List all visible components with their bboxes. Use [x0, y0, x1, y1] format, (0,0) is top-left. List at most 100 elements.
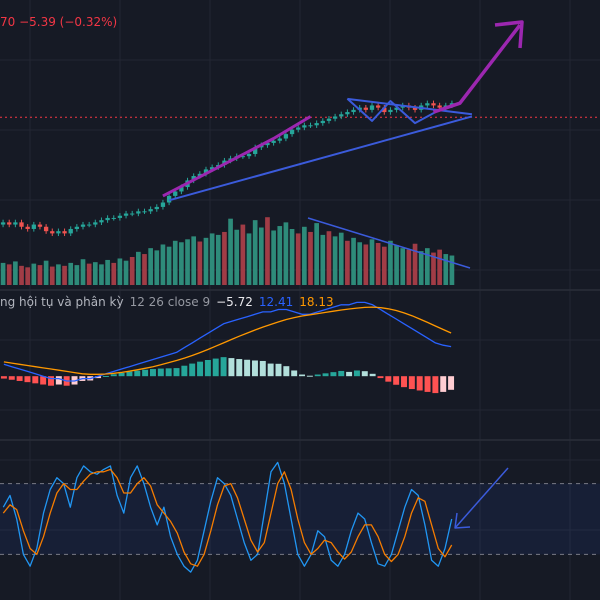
macd-histogram-bar	[228, 358, 235, 377]
volume-bar	[86, 263, 92, 285]
volume-bar	[166, 246, 172, 285]
macd-histogram-bar	[0, 376, 7, 379]
candle-body	[308, 125, 313, 127]
stochastic-arrow-head	[454, 512, 471, 529]
macd-legend: ng hội tụ và phân kỳ 12 26 close 9 −5.72 12…	[0, 295, 334, 309]
candle-body	[332, 116, 338, 119]
volume-bar	[363, 244, 369, 285]
volume-bar	[49, 266, 55, 285]
macd-histogram-bar	[448, 376, 455, 390]
candle-body	[87, 224, 92, 226]
macd-histogram-bar	[40, 376, 47, 385]
volume-bar	[326, 231, 332, 285]
macd-histogram-bar	[220, 357, 227, 377]
candle-body	[173, 191, 178, 196]
stochastic-arrow	[454, 467, 509, 529]
macd-histogram-bar	[102, 375, 109, 377]
candle-body	[99, 220, 104, 223]
volume-bar	[265, 217, 270, 285]
volume-bar	[74, 265, 80, 285]
volume-bar	[154, 250, 160, 285]
candle-body	[62, 231, 67, 234]
macd-histogram-bar	[48, 376, 54, 386]
candle-body	[197, 173, 202, 177]
candle-body	[302, 125, 307, 128]
candle-body	[191, 176, 196, 181]
volume-bar	[283, 222, 289, 285]
volume-bar	[418, 251, 424, 285]
volume-bar	[234, 229, 240, 285]
triangle-support-line	[168, 115, 473, 202]
candle-body	[160, 202, 166, 207]
macd-histogram-bar	[377, 376, 384, 379]
candle-body	[388, 109, 393, 113]
macd-histogram-bar	[24, 376, 31, 383]
macd-histogram-bar	[16, 376, 23, 381]
volume-bar	[129, 257, 135, 285]
candle-body	[203, 169, 209, 174]
macd-signal-value: 18.13	[299, 295, 334, 309]
candle-body	[148, 209, 153, 212]
macd-histogram-bar	[338, 370, 345, 377]
macd-histogram-bar	[330, 372, 337, 377]
candle-body	[25, 226, 30, 229]
volume-bar	[369, 239, 375, 285]
volume-bar	[62, 265, 67, 285]
candle-body	[111, 217, 116, 219]
volume-bar	[308, 231, 313, 285]
volume-bar	[25, 267, 31, 285]
volume-bar	[375, 243, 381, 285]
volume-bar	[289, 229, 295, 285]
volume-bar	[314, 223, 319, 285]
volume-bar	[136, 251, 141, 285]
candle-body	[136, 211, 141, 214]
macd-histogram-bar	[236, 359, 243, 377]
volume-bar	[424, 248, 430, 285]
volume-bar	[148, 248, 153, 285]
candle-body	[351, 109, 356, 113]
macd-histogram-bar	[165, 368, 172, 377]
candle-body	[31, 224, 36, 229]
macd-histogram-bar	[212, 358, 219, 377]
volume-bar	[56, 264, 61, 285]
macd-histogram-bar	[32, 376, 39, 384]
macd-histogram-bar	[259, 360, 266, 377]
macd-histogram-bar	[306, 375, 313, 377]
candle-body	[0, 222, 6, 225]
volume-bar	[394, 245, 399, 285]
volume-bar	[31, 263, 37, 285]
candle-body	[320, 120, 325, 124]
candle-body	[50, 231, 55, 234]
macd-histogram-bar	[118, 372, 125, 377]
candle-body	[425, 103, 430, 106]
candle-body	[246, 153, 252, 157]
macd-histogram-bar	[314, 374, 321, 377]
volume-bar	[111, 262, 117, 285]
macd-histogram-bar	[244, 359, 251, 377]
volume-bar	[258, 227, 264, 285]
volume-bar	[351, 237, 356, 285]
macd-histogram-bar	[393, 376, 400, 385]
macd-histogram-bar	[126, 371, 133, 377]
macd-histogram-bar	[424, 376, 431, 392]
candle-body	[43, 226, 49, 232]
candle-body	[240, 156, 246, 158]
macd-histogram-bar	[401, 376, 407, 388]
volume-bar	[246, 233, 252, 285]
volume-bar	[388, 240, 393, 285]
candle-body	[68, 228, 73, 234]
volume-bar	[338, 232, 344, 285]
candle-body	[277, 138, 282, 141]
volume-bar	[203, 237, 209, 285]
volume-bar	[431, 252, 436, 285]
volume-bar	[302, 226, 307, 285]
macd-histogram-bar	[275, 363, 282, 377]
candle-body	[166, 195, 172, 203]
macd-histogram-bar	[432, 376, 439, 394]
macd-histogram-bar	[181, 365, 188, 377]
candle-body	[326, 118, 332, 121]
macd-histogram-bar	[8, 376, 15, 380]
macd-histogram-bar	[189, 363, 196, 377]
